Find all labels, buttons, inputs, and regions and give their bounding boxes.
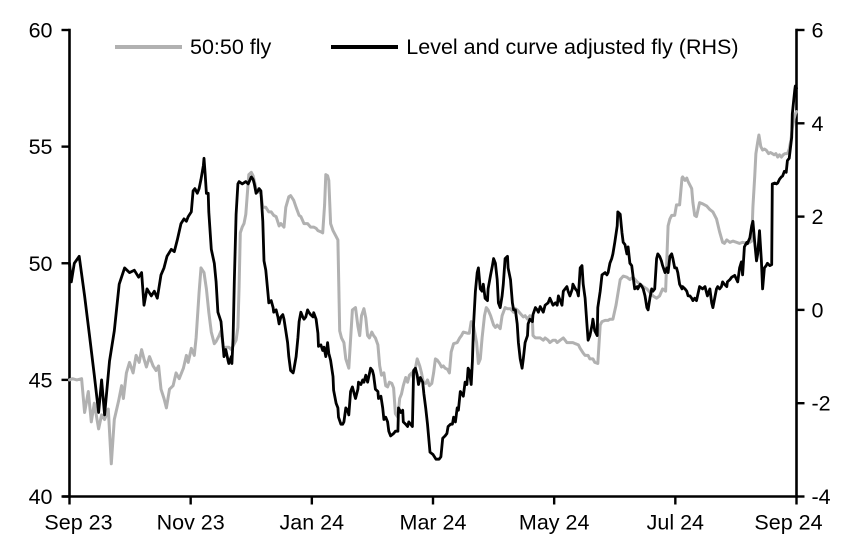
y-axis-right-tick-label: 6 bbox=[812, 19, 824, 43]
y-axis-left-tick-label: 45 bbox=[29, 368, 53, 392]
x-axis-tick-label: Mar 24 bbox=[400, 511, 467, 535]
x-axis-tick-label: Sep 24 bbox=[754, 511, 822, 535]
x-axis-tick-label: Jul 24 bbox=[647, 511, 704, 535]
legend-item-level-curve-adjusted-fly: Level and curve adjusted fly (RHS) bbox=[331, 35, 739, 59]
series-line-50-50-fly bbox=[68, 110, 798, 466]
x-axis-tick-label: Sep 23 bbox=[44, 511, 112, 535]
x-axis-tick-label: May 24 bbox=[519, 511, 590, 535]
legend-swatch-black-line-icon bbox=[331, 45, 399, 49]
y-axis-right-tick-label: 2 bbox=[812, 205, 824, 229]
x-axis-tick-label: Nov 23 bbox=[157, 511, 225, 535]
y-axis-left-tick-label: 60 bbox=[29, 19, 53, 43]
y-axis-right-tick-label: 4 bbox=[812, 112, 824, 136]
y-axis-left: 40 45 50 55 60 bbox=[29, 19, 71, 509]
y-axis-right-tick-label: -4 bbox=[812, 485, 831, 509]
legend-item-50-50-fly: 50:50 fly bbox=[115, 35, 271, 59]
chart-legend: 50:50 fly Level and curve adjusted fly (… bbox=[115, 35, 739, 59]
x-axis: Sep 23 Nov 23 Jan 24 Mar 24 May 24 Jul 24 Sep … bbox=[44, 495, 823, 535]
y-axis-right-tick-label: 0 bbox=[812, 298, 824, 322]
legend-label-50-50-fly: 50:50 fly bbox=[190, 35, 272, 59]
legend-swatch-gray-line-icon bbox=[115, 45, 182, 49]
x-axis-tick-label: Jan 24 bbox=[280, 511, 345, 535]
y-axis-left-tick-label: 55 bbox=[29, 135, 53, 159]
y-axis-right-tick-label: -2 bbox=[812, 392, 831, 416]
y-axis-right: -4 -2 0 2 4 6 bbox=[795, 19, 831, 509]
axes: 40 45 50 55 60 -4 -2 0 2 4 6 Sep 23 Nov 23 Jan 24 Mar … bbox=[29, 19, 831, 535]
y-axis-left-tick-label: 40 bbox=[29, 485, 53, 509]
legend-label-level-curve-adjusted-fly: Level and curve adjusted fly (RHS) bbox=[406, 35, 739, 59]
y-axis-left-tick-label: 50 bbox=[29, 252, 53, 276]
series-line-level-and-curve-adjusted-fly bbox=[68, 84, 798, 461]
